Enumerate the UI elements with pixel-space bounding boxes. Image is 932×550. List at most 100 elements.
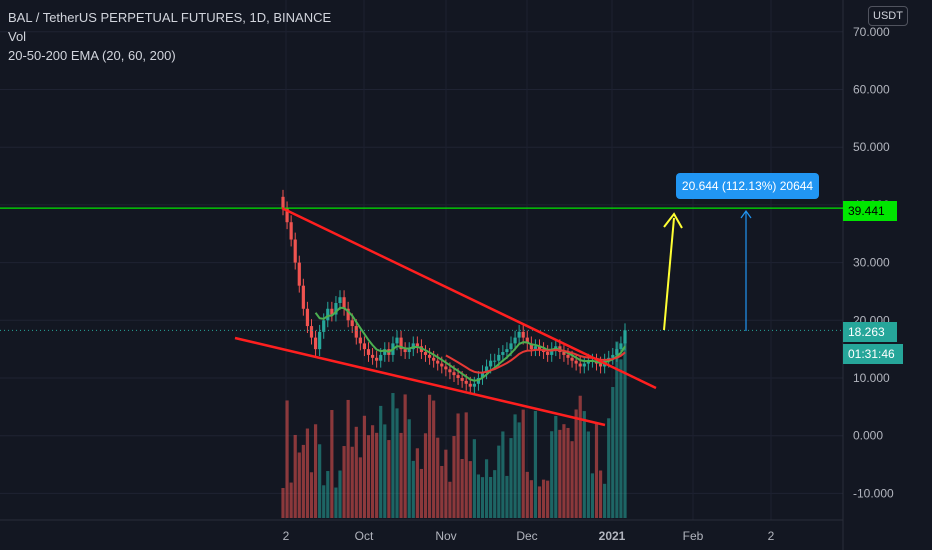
y-tick-label: 0.000: [853, 429, 883, 443]
x-tick-label: 2: [768, 529, 775, 543]
candle-body: [598, 363, 603, 367]
candle-body: [281, 196, 285, 209]
price-range-label[interactable]: 20.644 (112.13%) 20644: [676, 173, 819, 199]
volume-bar: [309, 472, 314, 518]
candle-body: [366, 349, 371, 355]
candle-body: [293, 239, 297, 263]
candle-body: [330, 308, 334, 315]
volume-bar: [513, 414, 517, 518]
candle-body: [342, 297, 346, 309]
candle-body: [407, 349, 411, 353]
volume-bar: [611, 387, 615, 518]
candle-body: [358, 337, 362, 344]
x-tick-label: 2: [283, 529, 290, 543]
candle-body: [521, 331, 525, 338]
candle-body: [497, 354, 501, 361]
volume-bar: [546, 480, 550, 518]
volume-bar: [570, 441, 574, 518]
volume-bar: [594, 422, 599, 518]
candle-body: [484, 366, 489, 373]
candle-body: [452, 372, 456, 376]
x-tick-label: 2021: [599, 529, 626, 543]
ema-fast-line: [314, 306, 626, 382]
volume-bar: [525, 471, 529, 518]
candle-body: [562, 352, 566, 355]
volume-bar: [419, 468, 424, 518]
candle-body: [472, 383, 476, 387]
candle-body: [289, 222, 293, 240]
y-tick-label: 50.000: [853, 140, 890, 154]
volume-bar: [472, 439, 476, 518]
volume-bar: [313, 424, 318, 518]
volume-bar: [464, 412, 468, 518]
y-tick-label: 10.000: [853, 371, 890, 385]
candle-body: [354, 326, 358, 338]
candle-body: [318, 331, 322, 350]
volume-bar: [432, 400, 436, 518]
volume-bar: [301, 444, 305, 518]
volume-bar: [603, 483, 607, 518]
volume-bar: [403, 394, 407, 518]
x-tick-label: Dec: [516, 529, 537, 543]
candle-body: [525, 337, 529, 344]
candle-body: [468, 383, 472, 387]
candle-body: [505, 349, 509, 353]
symbol-legend[interactable]: BAL / TetherUS PERPETUAL FUTURES, 1D, BI…: [8, 10, 332, 25]
volume-bar: [383, 424, 387, 518]
volume-bar: [391, 393, 395, 518]
volume-bar: [505, 475, 509, 518]
ema-legend[interactable]: 20-50-200 EMA (20, 60, 200): [8, 48, 176, 63]
volume-bar: [318, 444, 322, 518]
volume-bar: [623, 341, 627, 518]
volume-bar: [558, 429, 562, 518]
volume-bar: [305, 428, 310, 518]
candle-body: [533, 346, 538, 350]
volume-bar: [484, 459, 489, 518]
volume-bar: [289, 482, 293, 518]
volume-bar: [452, 436, 456, 518]
candle-body: [582, 363, 586, 367]
volume-bar: [497, 445, 501, 518]
wedge-lower-trendline: [234, 336, 606, 427]
volume-legend[interactable]: Vol: [8, 29, 27, 44]
volume-bar: [366, 435, 371, 518]
volume-bar: [436, 437, 440, 518]
volume-bar: [407, 419, 411, 518]
volume-bar: [509, 438, 513, 518]
volume-bar: [460, 458, 464, 518]
candle-body: [313, 337, 318, 350]
volume-bar: [537, 486, 542, 518]
candle-body: [501, 352, 505, 355]
volume-bar: [427, 394, 432, 518]
volume-bar: [476, 474, 481, 518]
candle-body: [615, 349, 619, 355]
candle-body: [460, 378, 464, 381]
volume-bar: [411, 460, 415, 518]
currency-button[interactable]: USDT: [868, 6, 908, 26]
candle-body: [493, 360, 497, 362]
candle-body: [489, 360, 493, 367]
volume-bar: [619, 359, 623, 518]
candle-body: [285, 208, 289, 223]
candle-body: [415, 343, 419, 347]
volume-bar: [456, 413, 460, 518]
candle-body: [436, 360, 440, 364]
volume-bar: [521, 409, 525, 518]
candle-body: [513, 337, 517, 344]
volume-bar: [550, 431, 554, 518]
measure-arrow-head: [740, 209, 752, 219]
candle-body: [456, 375, 460, 378]
candle-body: [379, 354, 383, 361]
candle-body: [578, 363, 582, 367]
volume-bar: [346, 399, 350, 518]
volume-bar: [541, 479, 546, 518]
volume-bar: [350, 446, 354, 518]
candle-body: [338, 297, 342, 303]
volume-bar: [358, 457, 362, 518]
wedge-upper-trendline: [281, 206, 657, 390]
candle-body: [464, 380, 468, 384]
candle-body: [570, 357, 574, 361]
volume-bar: [362, 415, 367, 518]
candle-body: [403, 349, 407, 353]
